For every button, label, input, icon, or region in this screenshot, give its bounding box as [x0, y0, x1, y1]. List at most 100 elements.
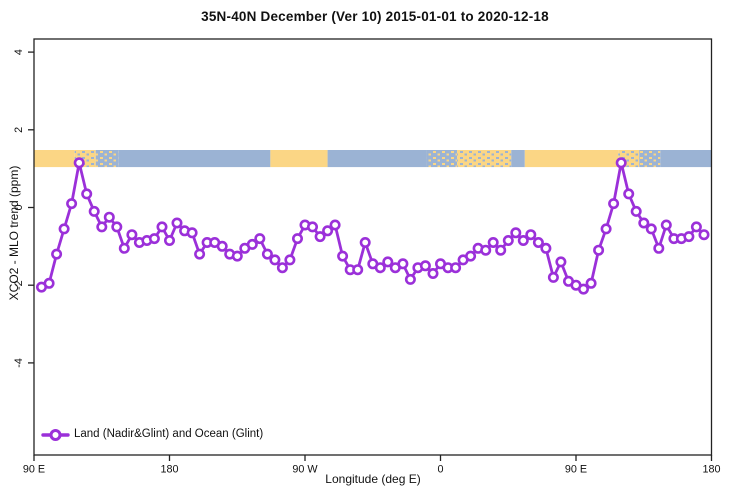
data-point-marker	[164, 235, 176, 247]
data-point-marker	[322, 225, 334, 237]
data-point-marker	[254, 233, 266, 245]
data-point-marker	[517, 235, 529, 247]
y-tick-label: -4	[13, 358, 25, 368]
data-point-marker	[81, 188, 93, 200]
data-point-marker	[593, 244, 605, 256]
data-point-marker	[276, 262, 288, 274]
data-point-marker	[547, 271, 559, 283]
data-point-marker	[246, 238, 258, 250]
data-point-marker	[156, 221, 168, 233]
data-point-marker	[465, 250, 477, 262]
data-point-marker	[653, 242, 665, 254]
data-point-marker	[352, 264, 364, 276]
data-point-marker	[600, 223, 612, 235]
data-point-marker	[450, 262, 462, 274]
data-point-marker	[216, 240, 228, 252]
data-point-marker	[194, 248, 206, 260]
map-strip	[34, 150, 712, 168]
data-point-marker	[690, 221, 702, 233]
data-point-marker	[269, 254, 281, 266]
data-point-marker	[427, 267, 439, 279]
data-point-marker	[111, 221, 123, 233]
y-tick-label: 0	[13, 204, 25, 210]
x-axis-title: Longitude (deg E)	[325, 472, 421, 486]
data-point-marker	[608, 198, 620, 210]
x-axis: 90 E 180 90 W 0 90 E 180	[23, 455, 721, 476]
data-point-marker	[630, 205, 642, 217]
legend-label: Land (Nadir&Glint) and Ocean (Glint)	[74, 428, 264, 440]
map-strip-segment-land	[524, 150, 619, 168]
data-point-marker	[540, 242, 552, 254]
data-point-marker	[555, 256, 567, 268]
x-tick-label: 180	[702, 464, 720, 476]
data-point-marker	[382, 256, 394, 268]
data-point-marker	[51, 248, 63, 260]
data-point-marker	[510, 227, 522, 239]
map-strip-segment-ocean	[660, 150, 712, 168]
data-point-marker	[96, 221, 108, 233]
y-tick-label: 4	[13, 49, 25, 55]
data-point-marker	[314, 231, 326, 243]
data-point-marker	[480, 244, 492, 256]
data-point-marker	[623, 188, 635, 200]
data-point-marker	[66, 198, 78, 210]
data-point-marker	[698, 229, 710, 241]
data-point-marker	[126, 229, 138, 241]
map-strip-segment-land	[34, 150, 75, 168]
data-point-marker	[419, 260, 431, 272]
y-tick-label: -2	[13, 280, 25, 290]
data-point-marker	[660, 219, 672, 231]
map-strip-segment-ocean	[327, 150, 427, 168]
map-strip-segment-ocean	[118, 150, 271, 168]
map-strip-segment-mixed_ocean	[639, 150, 661, 168]
y-axis: 4 2 0 -2 -4	[13, 49, 34, 368]
data-point-marker	[261, 248, 273, 260]
data-point-marker	[186, 227, 198, 239]
data-point-marker	[487, 237, 499, 249]
x-tick-label: 90 E	[565, 464, 587, 476]
data-point-marker	[502, 235, 514, 247]
data-point-marker	[103, 211, 115, 223]
data-point-marker	[171, 217, 183, 229]
plot-box	[33, 38, 713, 456]
x-tick-label: 90 E	[23, 464, 45, 476]
data-point-marker	[683, 231, 695, 243]
data-point-marker	[148, 233, 160, 245]
data-point-marker	[525, 229, 537, 241]
data-markers	[35, 157, 710, 295]
data-point-marker	[638, 217, 650, 229]
data-point-marker	[397, 258, 409, 270]
data-point-marker	[645, 223, 657, 235]
data-point-marker	[495, 244, 507, 256]
y-axis-title: XCO2 - MLO trend (ppm)	[7, 165, 21, 301]
map-strip-segment-mixed_land	[457, 150, 512, 168]
data-point-marker	[374, 262, 386, 274]
data-point-marker	[73, 157, 85, 169]
data-point-marker	[118, 242, 130, 254]
data-point-marker	[359, 237, 371, 249]
y-tick-label: 2	[13, 127, 25, 133]
legend-sample	[41, 429, 70, 441]
data-point-marker	[615, 157, 627, 169]
x-tick-label: 0	[437, 464, 443, 476]
map-strip-segment-land	[270, 150, 328, 168]
data-point-marker	[337, 250, 349, 262]
data-point-marker	[329, 219, 341, 231]
x-tick-label: 180	[160, 464, 178, 476]
data-point-marker	[88, 205, 100, 217]
data-point-marker	[284, 254, 296, 266]
x-tick-label: 90 W	[292, 464, 318, 476]
data-point-marker	[306, 221, 318, 233]
data-point-marker	[404, 273, 416, 285]
legend-marker	[49, 429, 62, 441]
data-point-marker	[577, 283, 589, 295]
data-point-marker	[532, 237, 544, 249]
chart-title: 35N-40N December (Ver 10) 2015-01-01 to …	[201, 9, 549, 24]
map-strip-segment-ocean	[511, 150, 525, 168]
data-point-marker	[231, 250, 243, 262]
data-point-marker	[585, 277, 597, 289]
data-point-marker	[58, 223, 70, 235]
map-strip-segment-mixed_ocean	[426, 150, 458, 168]
